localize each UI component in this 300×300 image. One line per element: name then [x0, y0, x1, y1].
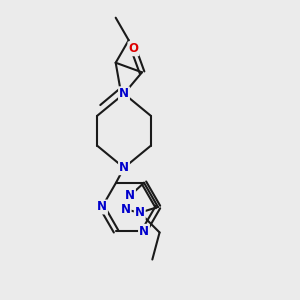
Text: N: N	[119, 161, 129, 174]
Text: N: N	[125, 189, 135, 202]
Text: N: N	[139, 225, 149, 238]
Text: N: N	[135, 206, 145, 219]
Text: O: O	[128, 42, 138, 55]
Text: N: N	[121, 203, 131, 216]
Text: N: N	[97, 200, 107, 214]
Text: N: N	[119, 87, 129, 100]
